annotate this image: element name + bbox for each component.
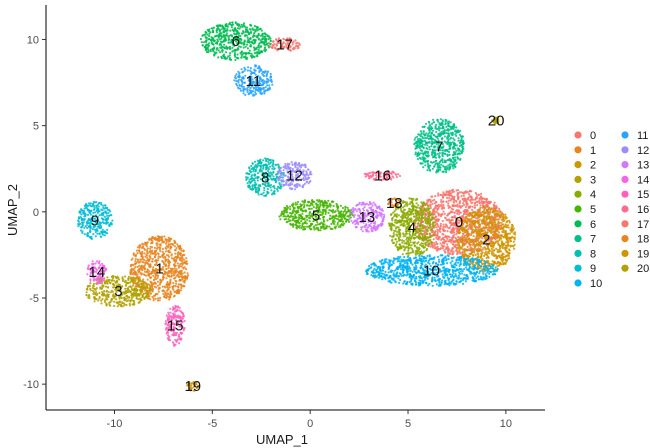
cluster-5-points <box>278 199 355 232</box>
legend-swatch-3 <box>574 175 582 183</box>
cluster-label-11: 11 <box>246 73 262 90</box>
legend-swatch-19 <box>621 249 629 257</box>
legend-label-2: 2 <box>590 160 596 172</box>
legend-swatch-5 <box>574 205 582 213</box>
legend-label-1: 1 <box>590 145 596 157</box>
legend-label-9: 9 <box>590 263 596 275</box>
cluster-label-0: 0 <box>455 214 463 231</box>
cluster-label-15: 15 <box>167 318 184 335</box>
legend-swatch-8 <box>574 249 582 257</box>
legend-swatch-12 <box>621 146 629 154</box>
legend-swatch-13 <box>621 161 629 169</box>
legend-label-10: 10 <box>590 278 602 290</box>
cluster-15-points <box>164 304 186 347</box>
y-axis-title: UMAP_2 <box>5 184 20 236</box>
cluster-11-points <box>233 64 274 97</box>
legend-swatch-7 <box>574 235 582 243</box>
legend-label-8: 8 <box>590 248 596 260</box>
cluster-12-points <box>276 161 313 191</box>
legend-label-12: 12 <box>637 145 649 157</box>
x-axis-title: UMAP_1 <box>256 432 308 447</box>
x-tick-label: 10 <box>500 418 512 430</box>
legend-label-16: 16 <box>637 204 649 216</box>
cluster-label-6: 6 <box>232 33 240 50</box>
x-tick-label: 5 <box>405 418 411 430</box>
cluster-18-points <box>387 197 402 209</box>
legend-label-20: 20 <box>637 263 649 275</box>
legend-swatch-14 <box>621 175 629 183</box>
legend-label-19: 19 <box>637 248 649 260</box>
legend-swatch-11 <box>621 131 629 139</box>
legend-label-13: 13 <box>637 160 649 172</box>
legend-label-4: 4 <box>590 189 596 201</box>
cluster-label-18: 18 <box>386 195 403 212</box>
cluster-label-19: 19 <box>184 378 201 395</box>
cluster-20-points <box>491 116 500 125</box>
legend-label-17: 17 <box>637 219 649 231</box>
legend-swatch-17 <box>621 220 629 228</box>
legend-swatch-9 <box>574 264 582 272</box>
legend-swatch-6 <box>574 220 582 228</box>
cluster-1-points <box>129 235 190 302</box>
legend-label-18: 18 <box>637 234 649 246</box>
legend-swatch-10 <box>574 279 582 287</box>
cluster-16-points <box>363 169 402 182</box>
cluster-label-7: 7 <box>435 138 443 155</box>
cluster-label-16: 16 <box>374 168 391 185</box>
cluster-label-5: 5 <box>312 207 320 224</box>
legend-swatch-20 <box>621 264 629 272</box>
cluster-label-2: 2 <box>482 231 490 248</box>
x-tick-label: -5 <box>207 418 217 430</box>
cluster-label-8: 8 <box>261 169 269 186</box>
legend-swatch-15 <box>621 190 629 198</box>
scatter-points <box>77 21 517 392</box>
x-tick-label: -10 <box>107 418 123 430</box>
cluster-label-3: 3 <box>114 283 122 300</box>
y-tick-label: -5 <box>29 293 39 305</box>
y-tick-label: 10 <box>27 34 39 46</box>
cluster-label-9: 9 <box>91 212 99 229</box>
x-tick-label: 0 <box>307 418 313 430</box>
cluster-label-10: 10 <box>423 262 440 279</box>
y-tick-label: 5 <box>33 121 39 133</box>
cluster-17-points <box>268 37 301 52</box>
cluster-8-points <box>245 157 285 197</box>
legend-swatch-16 <box>621 205 629 213</box>
cluster-label-13: 13 <box>359 209 376 226</box>
legend-swatch-4 <box>574 190 582 198</box>
cluster-9-points <box>77 200 114 240</box>
cluster-label-4: 4 <box>408 219 416 236</box>
cluster-label-1: 1 <box>155 261 163 278</box>
cluster-label-17: 17 <box>276 37 293 54</box>
legend-swatch-18 <box>621 235 629 243</box>
legend-label-3: 3 <box>590 174 596 186</box>
legend-label-5: 5 <box>590 204 596 216</box>
cluster-label-12: 12 <box>286 168 303 185</box>
legend-swatch-0 <box>574 131 582 139</box>
cluster-label-14: 14 <box>89 264 106 281</box>
cluster-7-points <box>413 118 465 174</box>
cluster-4-points <box>387 197 436 257</box>
y-tick-label: 0 <box>33 207 39 219</box>
legend-label-7: 7 <box>590 234 596 246</box>
legend-label-6: 6 <box>590 219 596 231</box>
cluster-13-points <box>348 201 386 233</box>
cluster-6-points <box>199 21 272 62</box>
legend-label-15: 15 <box>637 189 649 201</box>
legend-swatch-1 <box>574 146 582 154</box>
y-tick-label: -10 <box>23 379 39 391</box>
cluster-2-points <box>455 205 517 273</box>
cluster-19-points <box>186 380 200 392</box>
legend-label-0: 0 <box>590 130 596 142</box>
legend-label-11: 11 <box>637 130 648 142</box>
cluster-label-20: 20 <box>488 113 505 130</box>
cluster-14-points <box>86 260 108 285</box>
legend-swatch-2 <box>574 161 582 169</box>
cluster-10-points <box>365 254 499 287</box>
legend-label-14: 14 <box>637 174 649 186</box>
